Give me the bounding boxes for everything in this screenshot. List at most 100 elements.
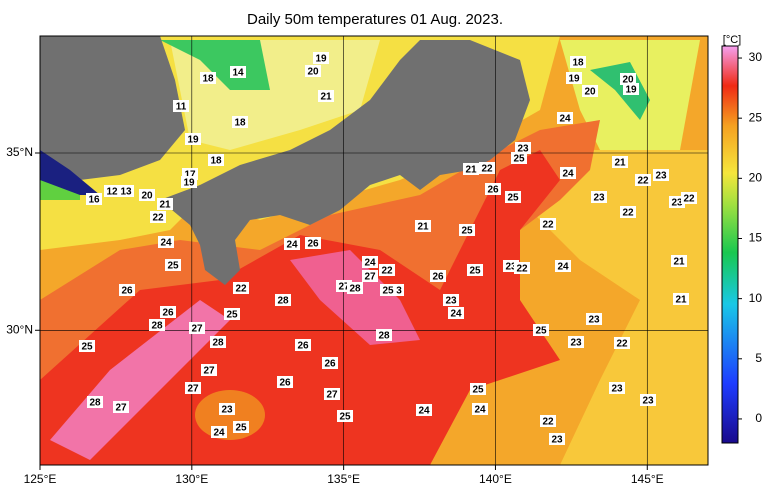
- x-tick-label: 135°E: [327, 472, 360, 486]
- contour-label: 23: [642, 396, 654, 407]
- contour-label-box: [560, 167, 576, 179]
- contour-label: 23: [445, 296, 457, 307]
- contour-label: 11: [176, 102, 187, 113]
- contour-label: 21: [465, 165, 477, 176]
- contour-label-box: [324, 388, 340, 400]
- cold-coast: [40, 150, 100, 195]
- contour-label-box: [211, 426, 227, 438]
- contour-label: 23: [671, 198, 683, 209]
- contour-label-box: [232, 116, 248, 128]
- contour-label-box: [416, 404, 432, 416]
- land: [40, 36, 185, 180]
- x-tick-label: 130°E: [175, 472, 208, 486]
- contour-label-box: [275, 294, 291, 306]
- contour-label-box: [295, 339, 311, 351]
- contour-label-box: [210, 336, 226, 348]
- colorbar-tick-label: 5: [755, 351, 762, 365]
- contour-label: 3: [396, 286, 402, 297]
- contour-label-box: [515, 142, 531, 154]
- contour-label: 27: [326, 390, 338, 401]
- contour-label: 20: [307, 67, 319, 78]
- contour-label: 19: [625, 85, 637, 96]
- contour-label: 24: [213, 428, 225, 439]
- contour-label: 18: [234, 118, 246, 129]
- contour-label: 21: [417, 222, 429, 233]
- x-tick-label: 145°E: [631, 472, 664, 486]
- contour-label: 22: [622, 208, 634, 219]
- contour-label: 27: [115, 403, 127, 414]
- contour-label: 21: [320, 92, 332, 103]
- contour-label-box: [181, 176, 197, 188]
- contour-label-box: [185, 382, 201, 394]
- warm-zone: [520, 150, 708, 465]
- contour-label-box: [158, 236, 174, 248]
- contour-label-box: [233, 282, 249, 294]
- contour-label: 19: [183, 178, 195, 189]
- contour-label-box: [653, 169, 669, 181]
- contour-label: 25: [226, 310, 238, 321]
- contour-label: 23: [655, 171, 667, 182]
- contour-label: 19: [315, 54, 327, 65]
- contour-label: 23: [505, 262, 517, 273]
- contour-label: 22: [381, 266, 393, 277]
- contour-label-box: [200, 72, 216, 84]
- contour-label: 14: [232, 68, 244, 79]
- contour-label-box: [305, 65, 321, 77]
- contour-label-box: [119, 284, 135, 296]
- contour-label: 26: [121, 286, 133, 297]
- contour-label-box: [570, 56, 586, 68]
- contour-label-box: [322, 357, 338, 369]
- contour-label: 28: [378, 331, 390, 342]
- colorbar-tick-label: 0: [755, 411, 762, 425]
- contour-label-box: [540, 218, 556, 230]
- contour-label-box: [118, 185, 134, 197]
- contour-label: 22: [542, 417, 554, 428]
- contour-label: 22: [235, 284, 247, 295]
- contour-label-box: [673, 293, 689, 305]
- contour-label: 16: [88, 195, 100, 206]
- contour-label: 25: [469, 266, 481, 277]
- contour-label: 12: [106, 187, 118, 198]
- contour-label-box: [620, 206, 636, 218]
- contour-label: 28: [151, 321, 163, 332]
- contour-label-box: [185, 133, 201, 145]
- contour-label: 26: [487, 185, 499, 196]
- contour-label: 21: [614, 158, 626, 169]
- contour-label-box: [514, 262, 530, 274]
- colorbar-tick-label: 20: [749, 171, 763, 185]
- contour-label: 25: [461, 226, 473, 237]
- contour-label: 25: [507, 193, 519, 204]
- contour-label: 27: [364, 272, 376, 283]
- contour-label-box: [430, 270, 446, 282]
- colorbar-tick-label: 10: [749, 291, 763, 305]
- hottest-zone: [50, 300, 230, 460]
- contour-label-box: [113, 401, 129, 413]
- contour-label-box: [586, 313, 602, 325]
- contour-label: 25: [339, 412, 351, 423]
- contour-label: 25: [235, 423, 247, 434]
- contour-label-box: [448, 307, 464, 319]
- contour-label: 24: [364, 258, 376, 269]
- contour-label-box: [380, 284, 396, 296]
- contour-label: 18: [202, 74, 214, 85]
- y-tick-label: 30°N: [6, 322, 33, 336]
- contour-label: 23: [593, 193, 605, 204]
- contour-label: 26: [324, 359, 336, 370]
- contour-label-box: [201, 364, 217, 376]
- contour-label-box: [472, 403, 488, 415]
- contour-label: 24: [474, 405, 486, 416]
- contour-label: 27: [191, 324, 203, 335]
- hot-zone: [40, 150, 560, 465]
- contour-label-box: [347, 282, 363, 294]
- contour-label-box: [224, 308, 240, 320]
- contour-label-box: [233, 421, 249, 433]
- contour-label-box: [443, 294, 459, 306]
- contour-label-box: [157, 198, 173, 210]
- contour-label-box: [612, 156, 628, 168]
- contour-label-box: [165, 259, 181, 271]
- contour-label: 18: [572, 58, 584, 69]
- contour-label-box: [139, 189, 155, 201]
- contour-label-box: [104, 185, 120, 197]
- contour-label-box: [533, 324, 549, 336]
